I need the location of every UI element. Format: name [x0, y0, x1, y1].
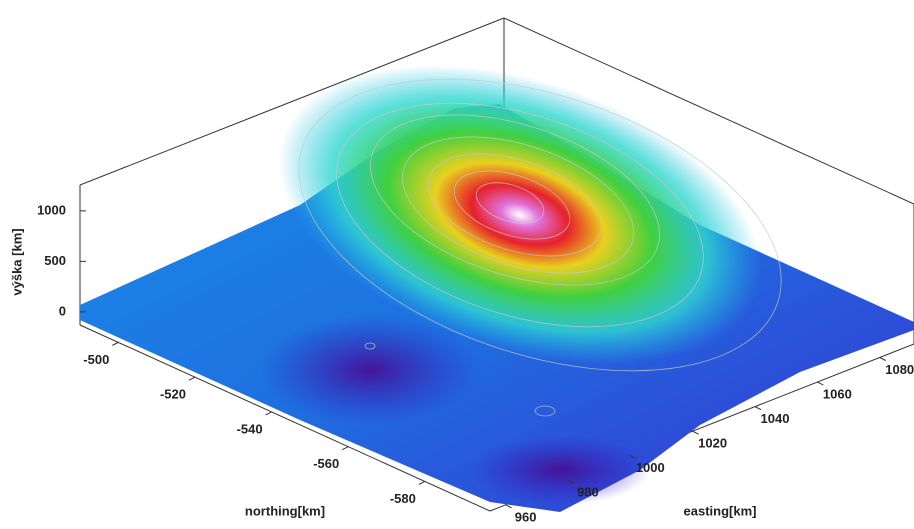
y-tick: [266, 412, 272, 415]
x-tick-label: 1060: [823, 387, 852, 402]
y-axis-label: northing[km]: [245, 503, 325, 518]
x-tick-label: 960: [515, 509, 537, 524]
y-tick-label: -540: [237, 421, 263, 436]
page: {"chart_data": {"type": "surface", "xlab…: [0, 0, 914, 529]
x-tick: [880, 358, 886, 361]
z-axis-label: výška [km]: [9, 228, 24, 295]
x-tick: [693, 431, 699, 434]
y-tick-label: -580: [390, 491, 416, 506]
x-tick: [506, 505, 512, 508]
y-tick-label: -500: [83, 352, 109, 367]
z-tick-label: 500: [44, 253, 66, 268]
y-tick-label: -520: [160, 387, 186, 402]
z-tick-label: 0: [59, 303, 66, 318]
z-tick-label: 1000: [37, 202, 66, 217]
x-tick-label: 1020: [698, 436, 727, 451]
x-tick: [817, 382, 823, 385]
x-tick-label: 1000: [636, 460, 665, 475]
y-tick: [189, 377, 195, 380]
y-tick: [419, 481, 425, 484]
x-tick-label: 980: [577, 485, 599, 500]
surface: [80, 9, 914, 512]
x-tick-label: 1080: [885, 362, 914, 377]
y-tick: [112, 342, 118, 345]
x-tick-label: 1040: [761, 411, 790, 426]
y-tick: [342, 447, 348, 450]
x-tick: [755, 407, 761, 410]
chart: northing[km] easting[km] výška [km] 0 500…: [0, 0, 914, 529]
x-axis-label: easting[km]: [684, 503, 757, 518]
y-tick-label: -560: [313, 456, 339, 471]
